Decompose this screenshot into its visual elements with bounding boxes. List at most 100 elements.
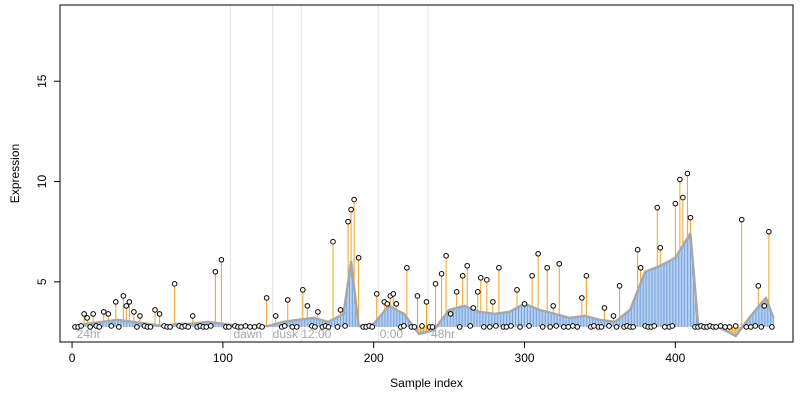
peak-point bbox=[579, 295, 585, 301]
baseline-point bbox=[565, 324, 572, 330]
peak-point bbox=[384, 301, 391, 307]
peak-point bbox=[470, 305, 477, 311]
peak-point bbox=[610, 313, 617, 319]
baseline-point bbox=[429, 324, 436, 330]
baseline-point bbox=[226, 324, 232, 330]
peak-point bbox=[315, 309, 321, 315]
peak-point bbox=[100, 309, 107, 315]
baseline-point bbox=[87, 324, 93, 330]
peak-point bbox=[300, 287, 306, 293]
peak-point bbox=[355, 254, 362, 261]
peak-point bbox=[81, 311, 87, 317]
baseline-point bbox=[717, 323, 724, 329]
x-axis-title: Sample index bbox=[390, 376, 463, 390]
phase-label: dawn bbox=[233, 327, 262, 341]
y-tick-label: 15 bbox=[35, 74, 49, 88]
peak-point bbox=[637, 264, 644, 271]
peak-point bbox=[218, 256, 225, 263]
baseline-point bbox=[669, 323, 676, 329]
peak-point bbox=[152, 307, 158, 313]
peak-point bbox=[496, 264, 502, 271]
peak-point bbox=[484, 277, 490, 283]
x-axis: 0 100 200 300 400 bbox=[69, 341, 686, 365]
baseline-point bbox=[342, 323, 348, 329]
peak-point bbox=[755, 283, 762, 289]
peak-point bbox=[738, 216, 745, 223]
peak-point bbox=[304, 303, 311, 309]
baseline-point bbox=[96, 324, 103, 330]
baseline-point bbox=[662, 324, 668, 330]
baseline-point bbox=[747, 324, 754, 330]
y-axis-title: Expression bbox=[8, 144, 22, 203]
peak-point bbox=[766, 228, 772, 235]
y-axis: 5 10 15 bbox=[35, 74, 61, 285]
peak-point bbox=[544, 264, 550, 271]
expression-stems bbox=[77, 173, 774, 336]
phase-label: 48hr bbox=[431, 327, 455, 341]
x-tick-label: 300 bbox=[515, 351, 535, 365]
baseline-point bbox=[769, 324, 775, 330]
phase-labels: 24hr dawn dusk 12:00 0:00 48hr bbox=[77, 327, 455, 341]
peak-point bbox=[490, 299, 496, 305]
baseline-point bbox=[369, 324, 376, 330]
baseline-point bbox=[732, 323, 739, 329]
baseline-point bbox=[591, 323, 597, 329]
baseline-point bbox=[134, 324, 140, 330]
baseline-point bbox=[651, 323, 658, 329]
peak-point bbox=[105, 311, 112, 317]
peak-point bbox=[156, 311, 163, 317]
peak-point bbox=[514, 287, 520, 293]
baseline-point bbox=[613, 324, 620, 330]
baseline-point bbox=[713, 324, 719, 330]
peak-point bbox=[677, 176, 683, 183]
peak-point bbox=[657, 244, 664, 251]
phase-boundary-lines bbox=[229, 5, 429, 342]
peak-point bbox=[393, 301, 400, 307]
peak-point bbox=[634, 246, 641, 253]
baseline-point bbox=[503, 324, 510, 330]
y-tick-label: 10 bbox=[35, 175, 49, 189]
peak-point bbox=[113, 299, 119, 305]
baseline-point bbox=[630, 324, 636, 330]
peak-point bbox=[601, 305, 608, 311]
peak-point bbox=[120, 293, 127, 299]
baseline-point bbox=[758, 324, 765, 330]
smoothed-expression-line bbox=[71, 232, 775, 338]
x-tick-label: 0 bbox=[69, 351, 76, 365]
peak-point bbox=[550, 303, 556, 309]
baseline-point bbox=[606, 323, 612, 329]
baseline-point bbox=[312, 324, 318, 330]
peak-point bbox=[672, 200, 679, 207]
baseline-point bbox=[108, 323, 115, 329]
baseline-point bbox=[78, 323, 84, 329]
peak-point bbox=[272, 313, 279, 319]
baseline-point bbox=[411, 324, 418, 330]
peak-point bbox=[414, 293, 421, 299]
peak-point bbox=[535, 250, 541, 257]
peak-point bbox=[171, 281, 178, 287]
peak-point bbox=[684, 170, 691, 177]
peak-point bbox=[126, 299, 133, 305]
phase-label: 12:00 bbox=[301, 327, 331, 341]
baseline-point bbox=[722, 324, 728, 330]
peak-point bbox=[556, 260, 563, 267]
x-tick-label: 400 bbox=[665, 351, 685, 365]
baseline-point bbox=[743, 324, 750, 330]
baseline-point bbox=[456, 324, 463, 330]
peak-point bbox=[131, 309, 137, 315]
peak-point bbox=[90, 311, 96, 317]
peak-point bbox=[345, 218, 351, 225]
baseline-point bbox=[419, 323, 425, 329]
baseline-point bbox=[752, 323, 759, 329]
peak-point bbox=[761, 303, 768, 309]
peak-point bbox=[373, 291, 380, 297]
baseline-point bbox=[334, 324, 341, 330]
baseline-point bbox=[325, 324, 332, 330]
peak-point bbox=[680, 194, 686, 201]
peak-point bbox=[583, 273, 590, 279]
peak-point bbox=[263, 295, 270, 301]
baseline-point bbox=[487, 324, 493, 330]
baseline-point bbox=[560, 324, 567, 330]
peak-point bbox=[423, 299, 430, 305]
